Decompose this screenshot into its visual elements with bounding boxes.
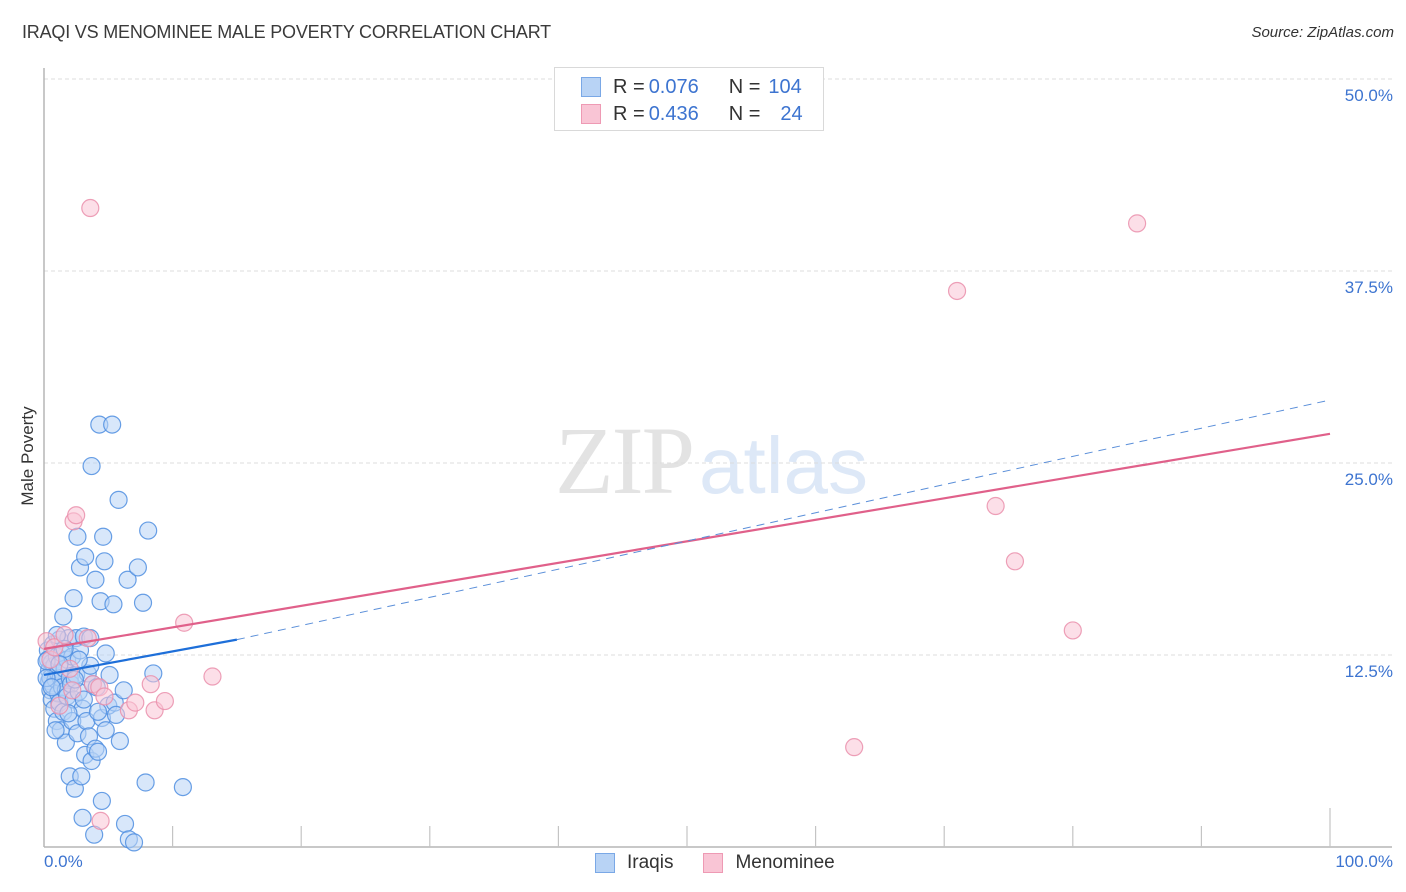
y-tick-25: 25.0% <box>1344 470 1393 489</box>
data-point <box>94 527 113 546</box>
data-point <box>986 496 1005 516</box>
trend-lines <box>43 399 1331 677</box>
data-point <box>118 570 137 589</box>
data-point <box>95 552 114 571</box>
axes <box>43 68 1392 848</box>
x-tick-100: 100.0% <box>1335 852 1393 871</box>
watermark-zip: ZIP <box>555 407 695 514</box>
legend-label: Menominee <box>735 852 835 873</box>
n-value: 24 <box>780 102 803 125</box>
data-point <box>81 198 100 218</box>
data-point <box>42 678 61 697</box>
data-point <box>46 721 65 740</box>
data-point <box>155 691 174 711</box>
data-point <box>88 742 108 761</box>
menominee-swatch <box>581 104 601 124</box>
n-label: N = <box>728 102 761 125</box>
data-point <box>76 547 95 566</box>
data-point <box>1005 552 1025 571</box>
data-point <box>175 613 194 632</box>
data-point <box>203 667 222 686</box>
source-label: Source: ZipAtlas.com <box>1251 24 1394 41</box>
data-point <box>72 767 91 786</box>
correlation-legend: R = 0.076 N = 104 R = 0.436 N = 24 <box>554 67 824 131</box>
data-point <box>95 687 114 706</box>
data-point <box>82 456 101 476</box>
data-point <box>104 595 123 614</box>
legend-item-iraqis[interactable]: Iraqis <box>595 852 673 874</box>
data-point <box>126 693 145 712</box>
legend-item-menominee[interactable]: Menominee <box>703 852 835 874</box>
r-value: 0.076 <box>648 75 699 98</box>
menominee-points <box>37 198 1147 830</box>
data-point <box>136 773 155 792</box>
data-point <box>1063 621 1082 640</box>
r-label: R = <box>613 102 645 125</box>
r-label: R = <box>613 75 645 98</box>
data-point <box>110 731 129 751</box>
data-point <box>115 814 135 834</box>
data-point <box>128 558 147 577</box>
legend-row-iraqis: R = 0.076 N = 104 <box>581 75 802 99</box>
data-point <box>63 681 82 700</box>
data-point <box>139 521 158 540</box>
n-value: 104 <box>768 75 802 98</box>
data-point <box>54 607 73 626</box>
legend-row-menominee: R = 0.436 N = 24 <box>581 102 803 126</box>
watermark-atlas: atlas <box>699 421 868 510</box>
data-point <box>55 625 74 645</box>
data-point <box>78 629 97 648</box>
gridlines <box>44 78 1392 656</box>
r-value: 0.436 <box>648 102 699 125</box>
data-point <box>86 570 105 589</box>
y-axis-label: Male Poverty <box>18 406 37 506</box>
y-tick-50: 50.0% <box>1344 86 1393 105</box>
data-point <box>68 527 87 546</box>
watermark: ZIPatlas <box>555 405 868 516</box>
x-tick-0: 0.0% <box>44 852 83 871</box>
data-point <box>92 791 111 811</box>
data-point <box>173 777 192 797</box>
data-point <box>133 593 153 612</box>
iraqis-swatch <box>595 853 615 873</box>
data-point <box>141 675 160 694</box>
data-point <box>845 738 864 757</box>
chart-title: IRAQI VS MENOMINEE MALE POVERTY CORRELAT… <box>22 22 551 42</box>
data-point <box>96 644 115 663</box>
y-tick-12-5: 12.5% <box>1344 662 1393 681</box>
iraqis-trend-extension <box>236 399 1331 641</box>
menominee-swatch <box>703 853 724 873</box>
data-point <box>947 281 967 301</box>
data-point <box>64 589 83 608</box>
data-point <box>100 665 119 685</box>
legend-label: Iraqis <box>627 852 674 873</box>
iraqis-trend-line <box>43 638 238 677</box>
data-point <box>114 681 133 700</box>
data-point <box>73 808 92 827</box>
data-point <box>50 696 69 715</box>
menominee-trend-line <box>43 432 1331 650</box>
data-point <box>103 415 122 434</box>
data-point <box>96 721 115 740</box>
data-point <box>91 811 110 830</box>
data-point <box>88 702 108 721</box>
data-point <box>1127 214 1147 233</box>
series-legend: Iraqis Menominee <box>595 852 865 874</box>
y-tick-37-5: 37.5% <box>1344 278 1393 297</box>
n-label: N = <box>728 75 761 98</box>
data-point <box>124 833 144 852</box>
iraqis-swatch <box>581 77 601 97</box>
data-point <box>109 490 128 509</box>
data-point <box>67 506 86 525</box>
